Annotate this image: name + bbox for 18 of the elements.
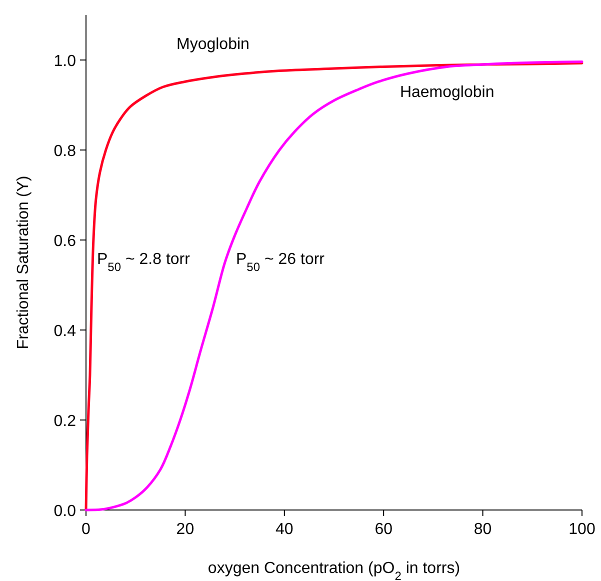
series-label: Myoglobin: [176, 36, 250, 54]
x-tick-label: 80: [474, 521, 492, 538]
x-tick-label: 40: [276, 521, 294, 538]
y-tick-label: 0.2: [54, 413, 76, 430]
x-tick-label: 0: [82, 521, 91, 538]
x-tick-label: 60: [374, 521, 393, 538]
y-tick-label: 0.4: [54, 323, 76, 340]
y-tick-label: 0.6: [54, 233, 76, 250]
x-tick-label: 20: [176, 521, 194, 538]
x-axis-title: oxygen Concentration (pO$_{2}$ in torrs): [208, 560, 460, 581]
series-label: Haemoglobin: [400, 84, 494, 101]
annotation: P$_{50}$ ~ 2.8 torr: [97, 251, 191, 274]
annotation: P$_{50}$ ~ 26 torr: [236, 251, 326, 274]
y-tick-label: 0.8: [54, 143, 76, 160]
y-tick-label: 1.0: [54, 53, 76, 70]
y-tick-label: 0.0: [54, 503, 76, 520]
y-axis-title: Fractional Saturation (Y): [15, 176, 32, 350]
x-tick-label: 100: [568, 521, 596, 538]
